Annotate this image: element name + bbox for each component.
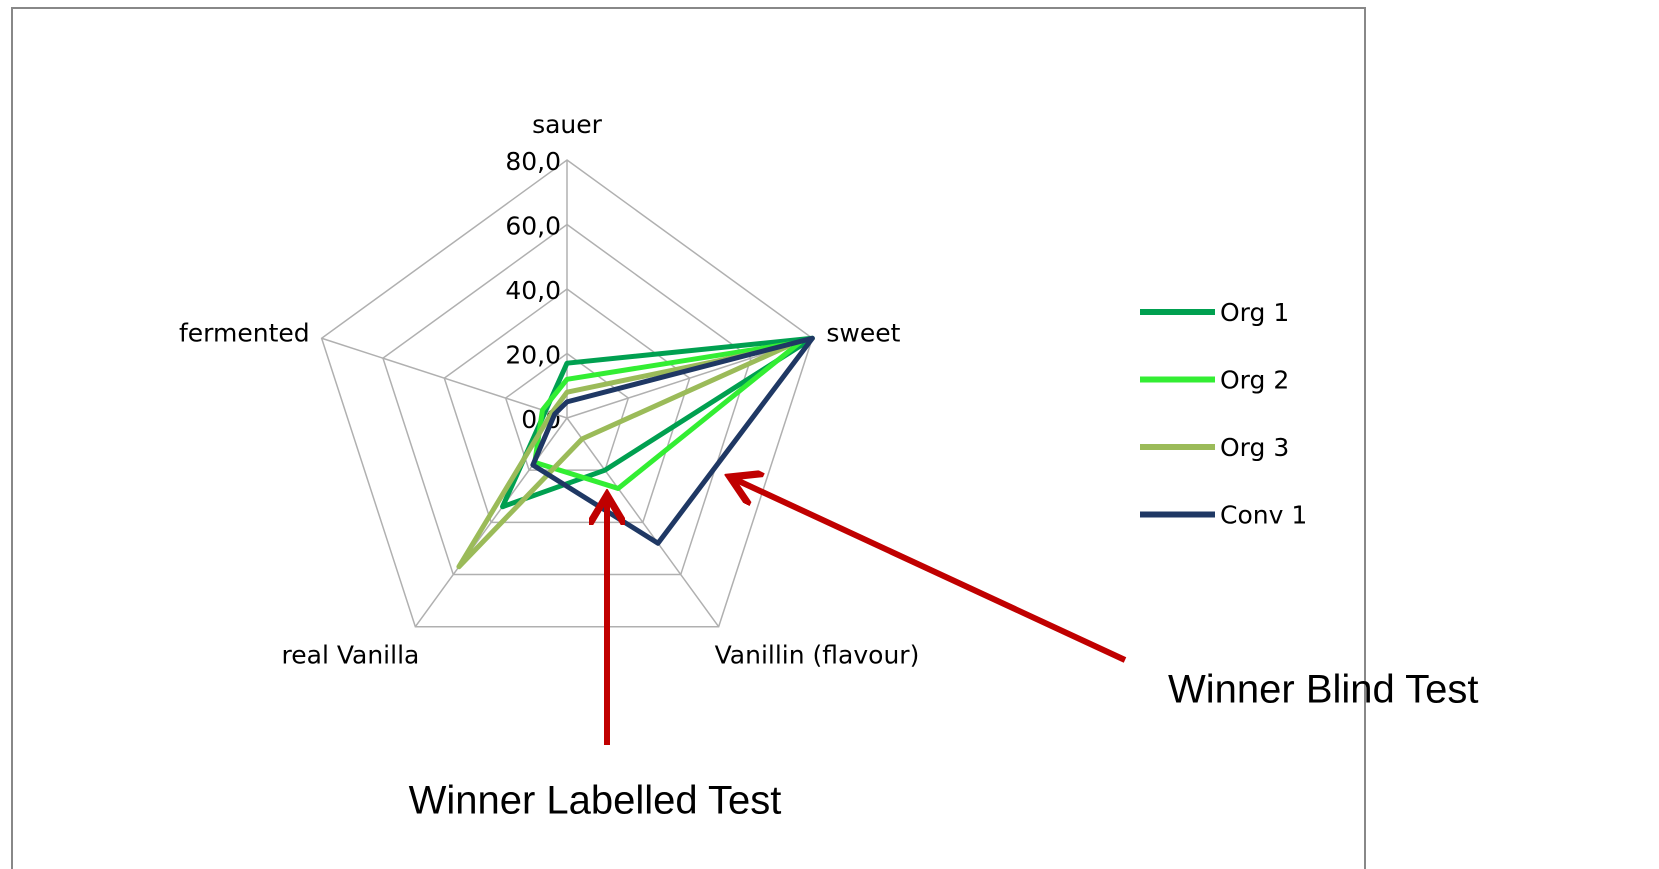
legend-label: Org 1 xyxy=(1220,298,1289,327)
r-tick-label: 60,0 xyxy=(505,212,561,241)
r-tick-label: 80,0 xyxy=(505,147,561,176)
category-label: fermented xyxy=(179,318,310,347)
chart-frame xyxy=(11,7,1366,869)
annotation: Winner Blind Test xyxy=(1168,668,1479,712)
legend-label: Org 3 xyxy=(1220,433,1289,462)
series-line xyxy=(532,339,803,491)
legend-label: Conv 1 xyxy=(1220,501,1307,530)
category-label: sauer xyxy=(532,110,603,139)
category-label: real Vanilla xyxy=(282,641,420,670)
spoke xyxy=(321,337,568,419)
grid-ring xyxy=(320,159,814,628)
annotation: Winner Labelled Test xyxy=(409,779,782,823)
arrow xyxy=(730,477,1127,663)
grid-ring xyxy=(382,223,752,576)
category-label: sweet xyxy=(826,318,900,347)
r-tick-label: 20,0 xyxy=(505,341,561,370)
spoke xyxy=(566,417,720,628)
category-label: Vanillin (flavour) xyxy=(715,641,920,670)
r-tick-label: 40,0 xyxy=(505,276,561,305)
spoke xyxy=(414,417,568,628)
legend-label: Org 2 xyxy=(1220,366,1289,395)
